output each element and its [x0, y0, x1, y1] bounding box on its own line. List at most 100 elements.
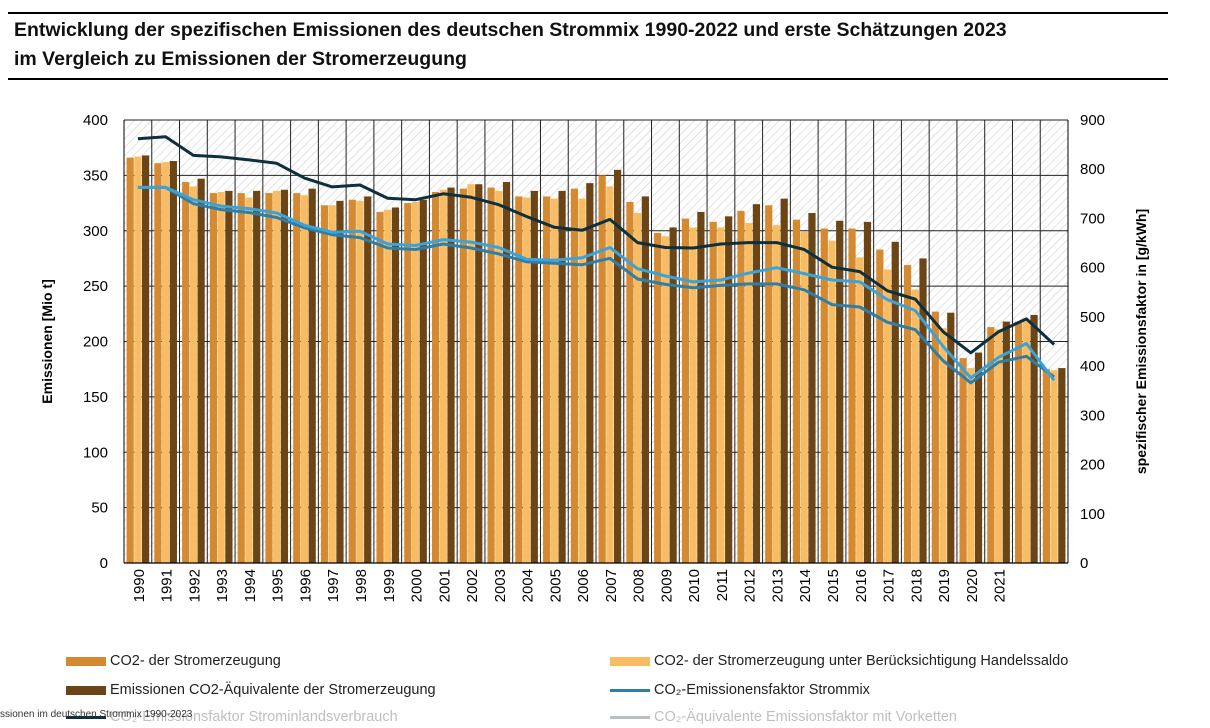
bar-1-17 [598, 175, 606, 563]
bar-1-33 [1042, 369, 1051, 563]
bar-2-13 [495, 190, 503, 563]
bar-3-3 [225, 190, 233, 563]
x-tick-label: 1996 [297, 569, 314, 602]
legend-item-1: CO2- der Stromerzeugung [66, 651, 281, 671]
y2-tick-label: 400 [1080, 358, 1105, 375]
bar-1-22 [737, 210, 745, 563]
footer-caption: ssionen im deutschen Strommix 1990-2023 [0, 709, 193, 720]
bar-2-16 [578, 198, 586, 563]
y-tick-label: 400 [83, 112, 108, 129]
x-tick-label: 1994 [242, 569, 259, 602]
bar-2-14 [522, 197, 531, 563]
bar-2-4 [245, 197, 253, 563]
legend-item-2: CO2- der Stromerzeugung unter Berücksich… [610, 651, 1068, 671]
x-tick-label: 2006 [575, 569, 592, 602]
bar-3-7 [336, 200, 344, 563]
bar-1-9 [376, 211, 384, 564]
bar-1-18 [626, 201, 634, 563]
x-tick-label: 2002 [464, 569, 481, 602]
legend-item-6: CO₂-Äquivalente Emissionsfaktor mit Vork… [610, 707, 957, 727]
bar-1-29 [931, 311, 939, 563]
bar-3-24 [808, 213, 816, 563]
x-tick-label: 2007 [603, 569, 620, 602]
bar-2-6 [300, 195, 309, 563]
bar-2-32 [1022, 319, 1030, 563]
bar-3-30 [974, 352, 983, 563]
bar-3-19 [669, 227, 677, 564]
bar-1-30 [959, 358, 967, 563]
bar-1-3 [209, 193, 218, 563]
bar-3-16 [586, 183, 594, 563]
bar-2-20 [689, 227, 697, 564]
bar-2-15 [550, 198, 558, 563]
legend-item-4: CO₂-Emissionensfaktor Strommix [610, 680, 870, 700]
bar-2-3 [217, 191, 225, 564]
legend-label: CO₂-Äquivalente Emissionsfaktor mit Vork… [654, 709, 957, 725]
bar-3-20 [697, 211, 705, 564]
y-tick-label: 200 [83, 334, 108, 351]
bar-2-10 [411, 201, 420, 563]
bar-2-30 [967, 368, 975, 563]
y-tick-label: 50 [91, 500, 108, 517]
bar-3-5 [280, 189, 289, 563]
x-tick-label: 2008 [631, 569, 648, 602]
bar-1-6 [293, 193, 301, 563]
bar-3-27 [891, 241, 899, 563]
bar-1-8 [348, 199, 356, 564]
bar-1-23 [765, 205, 773, 563]
legend-swatch [610, 715, 650, 719]
bar-3-23 [780, 198, 788, 563]
bar-1-5 [265, 193, 273, 563]
bar-3-13 [502, 182, 511, 563]
bar-3-18 [641, 196, 649, 564]
x-tick-label: 2003 [492, 569, 509, 602]
x-tick-label: 2017 [881, 569, 898, 602]
y-tick-label: 150 [83, 389, 108, 406]
bar-3-9 [391, 207, 400, 563]
bar-2-26 [856, 257, 864, 563]
bar-1-14 [515, 196, 523, 564]
x-tick-label: 2020 [964, 569, 981, 602]
y-axis-title: Emissionen [Mio t] [39, 279, 55, 403]
x-tick-label: 2015 [825, 569, 842, 602]
bar-3-0 [141, 155, 150, 563]
bar-3-29 [947, 312, 955, 563]
bar-2-19 [661, 236, 670, 563]
x-tick-label: 1990 [131, 569, 148, 602]
bar-1-4 [237, 193, 245, 563]
series-line-3 [137, 135, 1056, 355]
legend-swatch [610, 688, 650, 692]
y2-tick-label: 700 [1080, 210, 1105, 227]
y-tick-label: 300 [83, 223, 108, 240]
bar-2-17 [606, 186, 614, 563]
bar-2-28 [911, 289, 919, 563]
bar-1-16 [570, 188, 579, 564]
y-tick-label: 0 [100, 555, 108, 572]
bar-2-33 [1050, 370, 1058, 563]
legend-label: CO₂-Emissionensfaktor Strommix [654, 682, 870, 698]
x-tick-label: 2000 [409, 569, 426, 602]
bar-2-22 [745, 222, 753, 563]
bar-2-8 [356, 200, 364, 563]
bar-3-28 [919, 258, 927, 563]
y2-tick-label: 900 [1080, 112, 1105, 129]
bar-1-13 [487, 187, 495, 563]
y-tick-label: 100 [83, 444, 108, 461]
x-tick-label: 2009 [658, 569, 675, 602]
chart-title-line-1: Entwicklung der spezifischen Emissionen … [14, 19, 1007, 41]
bar-3-22 [752, 204, 761, 564]
bar-1-15 [543, 196, 551, 564]
legend-label: Emissionen CO2-Äquivalente der Stromerze… [110, 682, 436, 698]
x-tick-label: 1999 [381, 569, 398, 602]
bar-1-10 [404, 203, 412, 563]
y-tick-label: 250 [83, 278, 108, 295]
bar-1-31 [987, 327, 995, 563]
bar-3-26 [863, 221, 872, 563]
y2-tick-label: 600 [1080, 260, 1105, 277]
x-tick-label: 2013 [769, 569, 786, 602]
bar-2-31 [994, 329, 1003, 563]
x-tick-label: 2012 [742, 569, 759, 602]
bar-2-2 [189, 186, 198, 563]
bar-1-12 [459, 188, 467, 564]
